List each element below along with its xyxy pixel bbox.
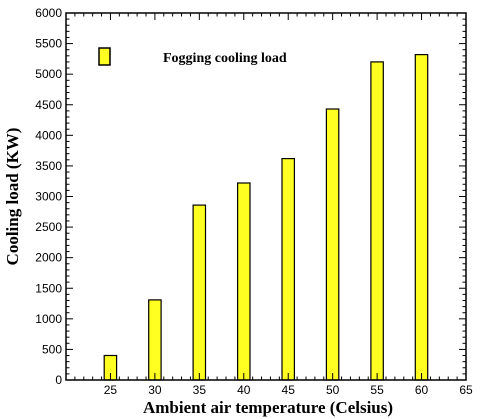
x-tick-label-60: 60 xyxy=(415,383,429,397)
y-tick-label-3000: 3000 xyxy=(35,190,62,204)
x-tick-label-30: 30 xyxy=(148,383,162,397)
x-tick-label-35: 35 xyxy=(193,383,207,397)
bar-55 xyxy=(370,61,384,381)
x-tick-label-55: 55 xyxy=(370,383,384,397)
x-axis-title: Ambient air temperature (Celsius) xyxy=(143,398,393,417)
y-tick-label-1000: 1000 xyxy=(35,312,62,326)
bars-group xyxy=(103,53,429,381)
y-tick-label-2500: 2500 xyxy=(35,220,62,234)
x-tick-label-45: 45 xyxy=(282,383,296,397)
y-tick-label-3500: 3500 xyxy=(35,159,62,173)
x-tick-label-65: 65 xyxy=(459,383,473,397)
plot-frame xyxy=(65,12,467,381)
bar-30 xyxy=(148,299,162,381)
y-tick-label-1500: 1500 xyxy=(35,281,62,295)
y-tick-label-500: 500 xyxy=(42,342,62,356)
y-tick-label-0: 0 xyxy=(55,373,62,387)
y-tick-label-2000: 2000 xyxy=(35,251,62,265)
bar-60 xyxy=(414,53,429,381)
x-tick-label-50: 50 xyxy=(326,383,340,397)
bar-35 xyxy=(192,204,207,381)
x-tick-label-40: 40 xyxy=(237,383,251,397)
y-tick-label-4500: 4500 xyxy=(35,98,62,112)
y-tick-label-5000: 5000 xyxy=(35,67,62,81)
bar-45 xyxy=(281,158,295,381)
legend: Fogging cooling load xyxy=(98,47,287,66)
x-tick-label-25: 25 xyxy=(104,383,118,397)
legend-swatch xyxy=(98,47,111,66)
legend-label: Fogging cooling load xyxy=(163,51,287,66)
y-axis-title: Cooling load (KW) xyxy=(3,128,22,266)
y-tick-label-6000: 6000 xyxy=(35,6,62,20)
bar-50 xyxy=(325,108,340,381)
ticks-group: 0 500 1000 1500 2000 2500 3000 3500 4000 4500 5000… xyxy=(35,6,473,397)
y-tick-label-5500: 5500 xyxy=(35,37,62,51)
y-tick-label-4000: 4000 xyxy=(35,128,62,142)
bar-40 xyxy=(237,182,251,381)
